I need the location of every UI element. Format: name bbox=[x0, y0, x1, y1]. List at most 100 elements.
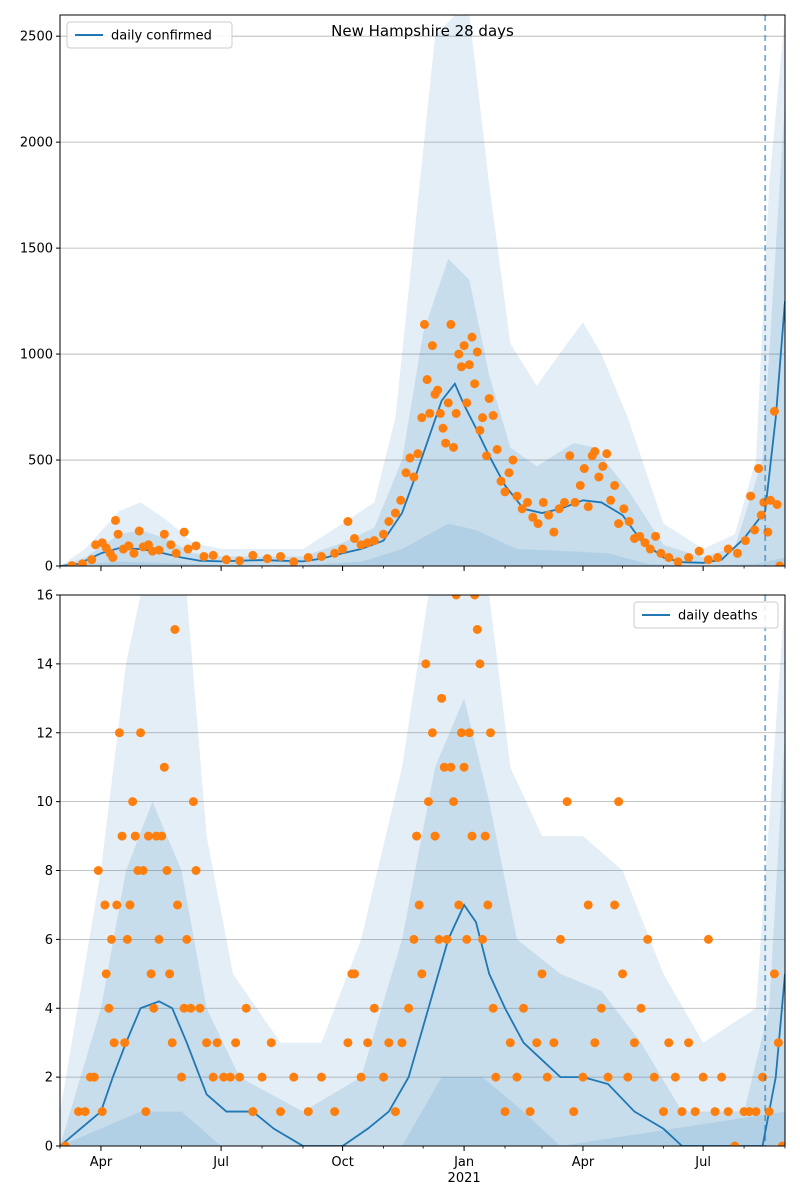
data-point bbox=[125, 900, 135, 910]
data-point bbox=[744, 1107, 754, 1117]
axes-frame bbox=[59, 14, 786, 567]
data-point bbox=[433, 385, 443, 395]
y-tick-label: 0 bbox=[45, 560, 53, 575]
data-point bbox=[500, 1107, 510, 1117]
data-point bbox=[195, 1003, 205, 1013]
data-point bbox=[173, 900, 183, 910]
data-point bbox=[459, 762, 469, 772]
data-point bbox=[472, 624, 482, 634]
data-point bbox=[114, 728, 124, 738]
data-point bbox=[107, 934, 117, 944]
data-point bbox=[117, 831, 127, 841]
data-point bbox=[439, 762, 449, 772]
legend: daily confirmed bbox=[66, 21, 233, 49]
data-point bbox=[442, 934, 452, 944]
data-point bbox=[208, 550, 218, 560]
data-point bbox=[159, 529, 169, 539]
data-point bbox=[602, 449, 612, 459]
data-point bbox=[134, 526, 144, 536]
data-point bbox=[517, 504, 527, 514]
data-point bbox=[619, 504, 629, 514]
data-point bbox=[93, 866, 103, 875]
data-point bbox=[496, 476, 506, 486]
data-point bbox=[532, 1038, 542, 1048]
data-point bbox=[248, 1107, 258, 1117]
y-tick-label: 4 bbox=[45, 1002, 53, 1017]
data-point bbox=[343, 1038, 353, 1048]
data-point bbox=[470, 595, 480, 600]
data-point bbox=[664, 1038, 674, 1048]
x-tick-label: Jul bbox=[212, 1155, 229, 1170]
data-point bbox=[235, 1072, 245, 1082]
data-point bbox=[446, 762, 456, 772]
data-point bbox=[183, 544, 193, 554]
y-tick-label: 2 bbox=[45, 1071, 53, 1086]
data-point bbox=[512, 1072, 522, 1082]
y-tick-label: 10 bbox=[36, 795, 53, 810]
data-point bbox=[751, 1107, 761, 1117]
data-point bbox=[112, 900, 122, 910]
data-point bbox=[149, 1003, 159, 1013]
data-point bbox=[491, 1072, 501, 1082]
data-point bbox=[769, 969, 779, 979]
data-point bbox=[710, 1107, 720, 1117]
data-point bbox=[136, 728, 146, 738]
data-point bbox=[467, 831, 477, 841]
data-point bbox=[472, 347, 482, 357]
data-point bbox=[565, 451, 575, 461]
data-point bbox=[390, 508, 400, 518]
band-outer bbox=[60, 15, 785, 566]
data-point bbox=[289, 557, 299, 566]
data-point bbox=[623, 1072, 633, 1082]
data-point bbox=[732, 548, 742, 558]
data-point bbox=[492, 444, 502, 454]
data-point bbox=[677, 1107, 687, 1117]
data-point bbox=[614, 519, 624, 529]
data-point bbox=[488, 1003, 498, 1013]
data-point bbox=[113, 529, 123, 539]
data-point bbox=[225, 1072, 235, 1082]
data-point bbox=[467, 332, 477, 342]
data-point bbox=[419, 319, 429, 329]
data-point bbox=[166, 540, 176, 550]
y-tick-label: 12 bbox=[36, 726, 53, 741]
data-point bbox=[129, 548, 139, 558]
data-point bbox=[330, 548, 340, 558]
data-point bbox=[594, 472, 604, 482]
data-point bbox=[570, 497, 580, 507]
data-point bbox=[241, 1003, 251, 1013]
data-point bbox=[191, 866, 201, 875]
data-point bbox=[684, 1038, 694, 1048]
data-point bbox=[421, 659, 431, 669]
data-point bbox=[475, 659, 485, 669]
data-point bbox=[182, 934, 192, 944]
data-point bbox=[379, 1072, 389, 1082]
y-tick-label: 16 bbox=[36, 589, 53, 604]
data-point bbox=[343, 516, 353, 526]
data-point bbox=[610, 900, 620, 910]
data-point bbox=[356, 1072, 366, 1082]
data-point bbox=[764, 1107, 774, 1117]
data-point bbox=[740, 536, 750, 546]
data-point bbox=[537, 969, 547, 979]
data-point bbox=[549, 527, 559, 537]
data-point bbox=[629, 1038, 639, 1048]
data-point bbox=[454, 900, 464, 910]
data-point bbox=[694, 546, 704, 556]
data-point bbox=[412, 831, 422, 841]
data-point bbox=[146, 969, 156, 979]
data-point bbox=[97, 1107, 107, 1117]
data-point bbox=[199, 551, 209, 561]
data-point bbox=[109, 1038, 119, 1048]
data-point bbox=[754, 464, 764, 474]
data-point bbox=[559, 497, 569, 507]
data-point bbox=[363, 1038, 373, 1048]
data-point bbox=[645, 544, 655, 554]
data-point bbox=[713, 553, 723, 563]
x-tick-label: Oct bbox=[331, 1155, 353, 1170]
data-point bbox=[427, 728, 437, 738]
data-point bbox=[486, 728, 496, 738]
data-point bbox=[464, 360, 474, 370]
data-point bbox=[454, 349, 464, 359]
data-point bbox=[401, 468, 411, 478]
